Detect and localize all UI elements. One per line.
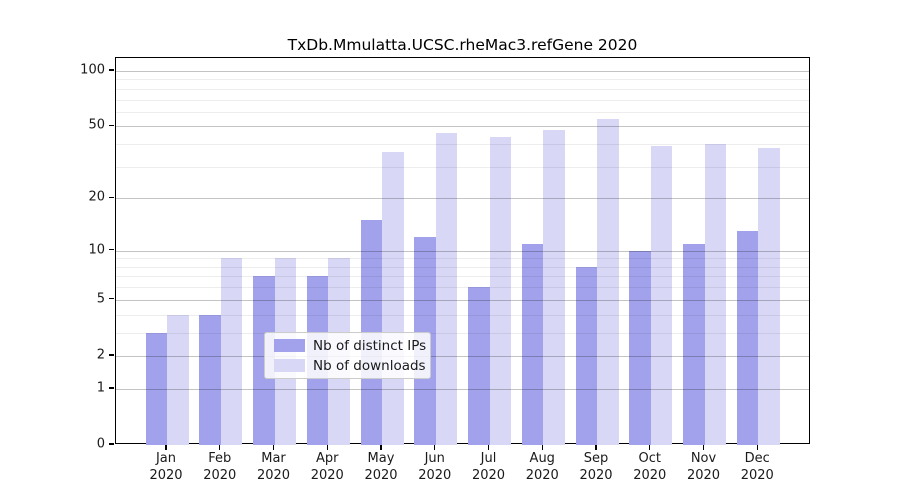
x-tick-label-sep: Sep 2020 <box>579 451 613 483</box>
y-tick-20 <box>109 196 114 198</box>
y-tick-label-0: 0 <box>96 436 105 452</box>
x-tick-feb <box>219 445 221 450</box>
x-tick-label-oct: Oct 2020 <box>633 451 667 483</box>
downloads-bar-jan <box>167 314 189 445</box>
x-tick-label-feb: Feb 2020 <box>203 451 237 483</box>
y-tick-0 <box>109 443 114 445</box>
minor-gridline-80 <box>116 88 809 90</box>
x-tick-label-may: May 2020 <box>364 451 398 483</box>
downloads-bar-sep <box>597 118 619 445</box>
y-tick-2 <box>109 354 114 356</box>
ips-bar-jan <box>145 332 167 445</box>
y-tick-label-1: 1 <box>96 380 105 396</box>
minor-gridline-90 <box>116 79 809 81</box>
x-tick-mar <box>272 445 275 450</box>
major-gridline-10 <box>116 250 809 252</box>
plot-area <box>115 57 810 445</box>
legend-entry-downloads: Nb of downloads <box>265 358 430 374</box>
x-tick-nov <box>702 445 705 450</box>
downloads-bar-feb <box>220 258 243 445</box>
y-tick-label-20: 20 <box>88 189 105 205</box>
legend-label-distinct-ips: Nb of distinct IPs <box>313 337 427 354</box>
ips-bar-mar <box>253 276 275 445</box>
x-tick-dec <box>756 445 758 450</box>
y-tick-10 <box>109 248 114 251</box>
minor-gridline-4 <box>116 314 809 316</box>
minor-gridline-3 <box>116 332 809 334</box>
minor-gridline-6 <box>116 287 809 289</box>
minor-gridline-8 <box>116 266 809 268</box>
ips-bar-sep <box>575 266 597 445</box>
x-tick-label-mar: Mar 2020 <box>256 451 291 483</box>
legend-entry-distinct-ips: Nb of distinct IPs <box>265 338 430 354</box>
ips-bar-nov <box>683 243 705 445</box>
ips-bar-feb <box>199 314 221 445</box>
x-tick-jul <box>487 445 490 450</box>
downloads-bar-jun <box>435 132 458 445</box>
major-gridline-50 <box>116 126 809 128</box>
major-gridline-1 <box>116 388 809 390</box>
ips-bar-dec <box>736 231 759 445</box>
legend-label-downloads: Nb of downloads <box>313 357 426 374</box>
legend-swatch-distinct-ips <box>274 339 305 352</box>
ips-bar-aug <box>521 243 544 445</box>
y-tick-label-10: 10 <box>88 242 105 258</box>
ips-bar-jul <box>468 287 490 445</box>
x-tick-label-nov: Nov 2020 <box>686 451 721 483</box>
major-gridline-100 <box>116 71 809 72</box>
x-tick-apr <box>326 445 328 450</box>
downloads-bar-jul <box>489 136 511 445</box>
x-tick-label-jul: Jul 2020 <box>471 451 506 483</box>
y-tick-1 <box>109 387 114 389</box>
chart-title: TxDb.Mmulatta.UCSC.rheMac3.refGene 2020 <box>287 36 638 54</box>
y-tick-label-5: 5 <box>96 291 105 307</box>
y-tick-50 <box>109 124 114 127</box>
x-tick-label-jun: Jun 2020 <box>418 451 452 483</box>
minor-gridline-7 <box>116 276 809 278</box>
y-tick-label-100: 100 <box>80 62 105 78</box>
major-gridline-5 <box>116 299 809 301</box>
y-tick-5 <box>109 298 114 300</box>
ips-bar-oct <box>629 250 651 445</box>
x-tick-aug <box>541 445 543 450</box>
x-tick-label-dec: Dec 2020 <box>740 451 774 483</box>
minor-gridline-60 <box>116 111 809 113</box>
downloads-bar-may <box>382 152 404 445</box>
legend-swatch-downloads <box>274 359 305 372</box>
downloads-bar-oct <box>650 146 673 445</box>
x-tick-label-jan: Jan 2020 <box>149 451 183 483</box>
x-tick-oct <box>649 445 651 450</box>
y-tick-label-2: 2 <box>96 347 105 363</box>
minor-gridline-30 <box>116 166 809 168</box>
x-tick-jan <box>165 445 167 450</box>
y-tick-label-50: 50 <box>88 117 105 133</box>
downloads-bar-dec <box>758 148 780 445</box>
x-tick-jun <box>434 445 436 450</box>
x-tick-label-apr: Apr 2020 <box>310 451 344 483</box>
downloads-bar-nov <box>704 144 726 445</box>
x-tick-may <box>380 445 382 450</box>
major-gridline-20 <box>116 198 809 200</box>
minor-gridline-70 <box>116 99 809 101</box>
legend: Nb of distinct IPs Nb of downloads <box>264 332 431 379</box>
downloads-bar-aug <box>543 129 565 445</box>
major-gridline-2 <box>116 355 809 357</box>
x-tick-sep <box>595 445 597 450</box>
x-tick-label-aug: Aug 2020 <box>525 451 559 483</box>
minor-gridline-40 <box>116 144 809 146</box>
y-tick-100 <box>109 69 114 71</box>
minor-gridline-9 <box>116 258 809 260</box>
